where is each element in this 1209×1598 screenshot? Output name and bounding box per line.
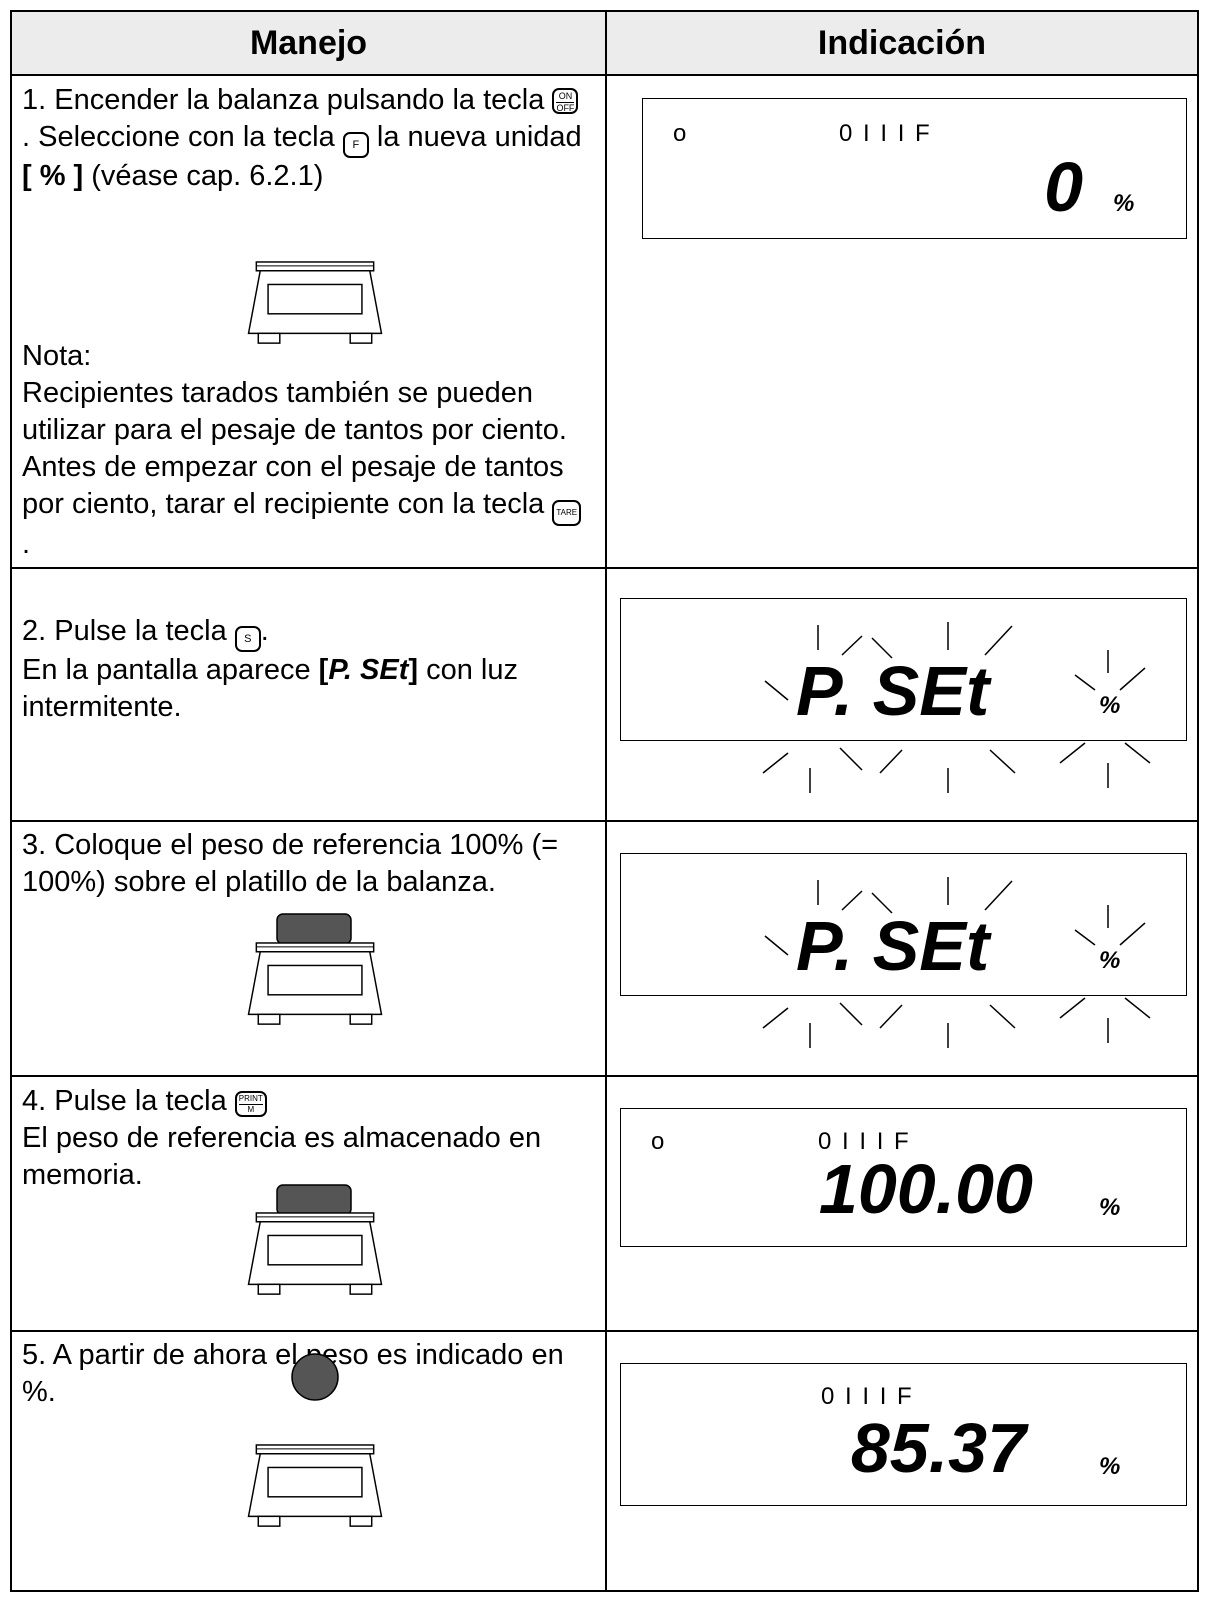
text: . <box>22 528 31 560</box>
header-cell: Indicación <box>605 10 1199 76</box>
display-value: 100.00 <box>819 1150 1033 1228</box>
lcd-display: P. SEt % <box>620 853 1187 996</box>
status: 0 I I I F <box>818 1128 911 1155</box>
weight <box>276 913 352 945</box>
lcd-display: o 0 I I I F 100.00 % <box>620 1108 1187 1247</box>
instruction: 3. Coloque el peso de referencia 100% (=… <box>22 827 582 901</box>
key-icon: PRINT M <box>234 1091 267 1117</box>
unit: % <box>1099 947 1120 974</box>
text: [ <box>318 654 329 686</box>
scale-icon <box>246 1212 384 1300</box>
text: 2. Pulse la tecla <box>22 615 235 647</box>
indicator: o <box>673 120 688 147</box>
text: [ % ] <box>22 160 84 192</box>
note-title: Nota: <box>22 340 92 372</box>
key-label: OFF <box>556 103 575 113</box>
text: 3. Coloque el peso de referencia 100% (=… <box>22 829 559 898</box>
text: . <box>260 615 269 647</box>
lcd-display: o 0 I I I F 0 % <box>642 98 1187 239</box>
text: ] <box>408 654 419 686</box>
unit: % <box>1099 692 1120 719</box>
key-icon: TARE <box>552 500 582 526</box>
instruction: 2. Pulse la tecla S. En la pantalla apar… <box>22 613 582 726</box>
unit: % <box>1099 1453 1120 1480</box>
status: 0 I I I F <box>821 1383 914 1410</box>
header-text: Manejo <box>249 24 368 62</box>
key-icon: ON OFF <box>552 88 579 114</box>
scale-icon <box>246 261 384 349</box>
instruction: 4. Pulse la tecla PRINT M El peso de refe… <box>22 1083 582 1194</box>
key-label: M <box>247 1105 255 1114</box>
instruction: 5. A partir de ahora el peso es indicado… <box>22 1337 582 1411</box>
display-cell <box>605 1330 1199 1592</box>
text: P. SEt <box>328 654 409 686</box>
text: con luz intermitente. <box>22 654 519 723</box>
scale-icon <box>246 942 384 1030</box>
flash-rays <box>762 621 1151 794</box>
text: (véase cap. 6.2.1) <box>83 160 324 192</box>
text: El peso de referencia es almacenado en m… <box>22 1122 542 1191</box>
display-value: 85.37 <box>851 1409 1029 1487</box>
key-label: PRINT <box>238 1094 263 1105</box>
indicator: o <box>651 1128 666 1155</box>
instruction: 1. Encender la balanza pulsando la tecla… <box>22 82 582 195</box>
key-icon: F <box>342 132 369 158</box>
weight <box>291 1353 339 1401</box>
status: 0 I I I F <box>839 120 932 147</box>
note: Nota: Recipientes tarados también se pue… <box>22 338 582 563</box>
text: Recipientes tarados también se pueden ut… <box>22 377 567 520</box>
text: 5. A partir de ahora el peso es indicado… <box>22 1339 564 1408</box>
display-value: P. SEt <box>796 652 992 730</box>
unit: % <box>1113 190 1134 217</box>
lcd-display: 0 I I I F 85.37 % <box>620 1363 1187 1506</box>
scale-icon <box>246 1444 384 1532</box>
display-value: P. SEt <box>796 907 992 985</box>
unit: % <box>1099 1194 1120 1221</box>
text: En la pantalla aparece <box>22 654 319 686</box>
display-value: 0 <box>1044 148 1083 226</box>
text: 4. Pulse la tecla <box>22 1085 235 1117</box>
key-label: ON <box>556 91 575 103</box>
lcd-display: P. SEt % <box>620 598 1187 741</box>
text: . Seleccione con la tecla <box>22 121 343 153</box>
header-text: Indicación <box>817 24 987 62</box>
text: la nueva unidad <box>368 121 582 153</box>
text: 1. Encender la balanza pulsando la tecla <box>22 84 553 116</box>
flash-rays <box>762 876 1151 1049</box>
key-icon: S <box>234 626 261 652</box>
header-cell: Manejo <box>10 10 607 76</box>
